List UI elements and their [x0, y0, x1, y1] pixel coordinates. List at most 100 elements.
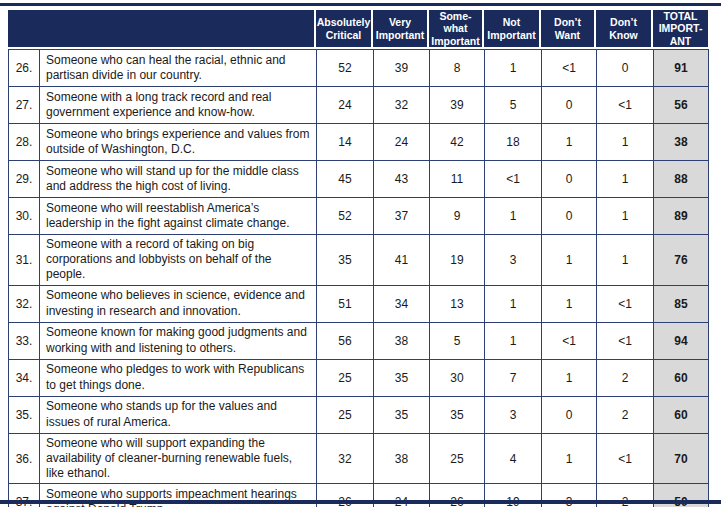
row-rating-value: 38 [373, 434, 429, 484]
row-rating-value: 1 [596, 198, 653, 234]
row-rating-value: 0 [541, 397, 596, 433]
row-total-value: 94 [653, 323, 708, 359]
row-rating-value: 1 [484, 198, 541, 234]
row-total-value: 60 [653, 360, 708, 396]
header-very-important: Very Important [373, 10, 429, 47]
row-rating-value: 0 [541, 87, 596, 123]
row-description: Someone who brings experience and values… [39, 124, 316, 160]
row-rating-value: 56 [316, 323, 373, 359]
table-row: 36.Someone who will support expanding th… [9, 433, 708, 484]
row-rating-value: 37 [373, 198, 429, 234]
row-rating-value: 3 [484, 235, 541, 285]
row-rating-value: <1 [541, 50, 596, 86]
row-rating-value: 1 [484, 50, 541, 86]
row-description: Someone who believes in science, evidenc… [39, 286, 316, 322]
row-rating-value: 30 [429, 360, 484, 396]
table-row: 35.Someone who stands up for the values … [9, 396, 708, 433]
row-description: Someone who can heal the racial, ethnic … [39, 50, 316, 86]
row-rating-value: 0 [541, 161, 596, 197]
row-rating-value: 35 [373, 397, 429, 433]
row-rating-value: 8 [429, 50, 484, 86]
row-rating-value: 34 [373, 286, 429, 322]
row-description: Someone with a long track record and rea… [39, 87, 316, 123]
row-rating-value: <1 [596, 286, 653, 322]
row-rating-value: 41 [373, 235, 429, 285]
top-divider-rule [0, 3, 721, 6]
row-total-value: 70 [653, 434, 708, 484]
row-rating-value: 25 [429, 434, 484, 484]
bottom-divider-rule [0, 500, 721, 504]
row-rating-value: 52 [316, 50, 373, 86]
row-rating-value: 5 [484, 87, 541, 123]
row-total-value: 56 [653, 87, 708, 123]
table-row: 27.Someone with a long track record and … [9, 86, 708, 123]
importance-ratings-table: Absolutely Critical Very Important Some-… [8, 10, 709, 507]
row-rating-value: 0 [596, 50, 653, 86]
row-rating-value: 51 [316, 286, 373, 322]
row-number: 29. [9, 161, 39, 197]
row-rating-value: <1 [596, 323, 653, 359]
header-dont-want: Don’t Want [541, 10, 596, 47]
row-total-value: 89 [653, 198, 708, 234]
row-number: 28. [9, 124, 39, 160]
row-rating-value: 35 [429, 397, 484, 433]
row-description: Someone who will reestablish America’s l… [39, 198, 316, 234]
row-rating-value: 11 [429, 161, 484, 197]
row-description: Someone who will stand up for the middle… [39, 161, 316, 197]
row-rating-value: 1 [596, 235, 653, 285]
row-rating-value: 18 [484, 124, 541, 160]
row-number: 30. [9, 198, 39, 234]
row-rating-value: 25 [316, 360, 373, 396]
row-rating-value: 13 [429, 286, 484, 322]
row-rating-value: 1 [541, 360, 596, 396]
row-description: Someone with a record of taking on big c… [39, 235, 316, 285]
row-rating-value: <1 [596, 87, 653, 123]
row-description: Someone who pledges to work with Republi… [39, 360, 316, 396]
table-row: 31.Someone with a record of taking on bi… [9, 234, 708, 285]
row-rating-value: 42 [429, 124, 484, 160]
row-rating-value: 24 [373, 124, 429, 160]
row-total-value: 88 [653, 161, 708, 197]
row-rating-value: 5 [429, 323, 484, 359]
row-rating-value: 25 [316, 397, 373, 433]
header-blank-cell [8, 10, 316, 47]
row-rating-value: 1 [484, 286, 541, 322]
row-number: 26. [9, 50, 39, 86]
row-rating-value: <1 [541, 323, 596, 359]
row-number: 32. [9, 286, 39, 322]
row-rating-value: 1 [541, 124, 596, 160]
row-rating-value: <1 [484, 161, 541, 197]
row-rating-value: 2 [596, 397, 653, 433]
row-number: 33. [9, 323, 39, 359]
row-description: Someone known for making good judgments … [39, 323, 316, 359]
row-total-value: 38 [653, 124, 708, 160]
table-header-row: Absolutely Critical Very Important Some-… [8, 10, 709, 47]
header-not-important: Not Important [484, 10, 541, 47]
row-rating-value: 43 [373, 161, 429, 197]
table-row: 32.Someone who believes in science, evid… [9, 285, 708, 322]
table-row: 34.Someone who pledges to work with Repu… [9, 359, 708, 396]
row-total-value: 76 [653, 235, 708, 285]
row-rating-value: 35 [373, 360, 429, 396]
header-absolutely-critical: Absolutely Critical [316, 10, 373, 47]
row-rating-value: 14 [316, 124, 373, 160]
row-rating-value: 7 [484, 360, 541, 396]
row-number: 27. [9, 87, 39, 123]
row-rating-value: 38 [373, 323, 429, 359]
row-description: Someone who stands up for the values and… [39, 397, 316, 433]
header-dont-know: Don’t Know [596, 10, 653, 47]
table-row: 26.Someone who can heal the racial, ethn… [9, 50, 708, 86]
row-rating-value: 1 [596, 161, 653, 197]
header-total-important: TOTAL IMPORT- ANT [653, 10, 708, 47]
row-rating-value: 24 [316, 87, 373, 123]
row-description: Someone who will support expanding the a… [39, 434, 316, 484]
table-row: 28.Someone who brings experience and val… [9, 123, 708, 160]
row-rating-value: 32 [373, 87, 429, 123]
row-number: 36. [9, 434, 39, 484]
row-rating-value: 19 [429, 235, 484, 285]
row-rating-value: 1 [541, 434, 596, 484]
row-rating-value: 32 [316, 434, 373, 484]
table-body: 26.Someone who can heal the racial, ethn… [8, 49, 709, 507]
row-rating-value: 1 [541, 235, 596, 285]
row-number: 31. [9, 235, 39, 285]
